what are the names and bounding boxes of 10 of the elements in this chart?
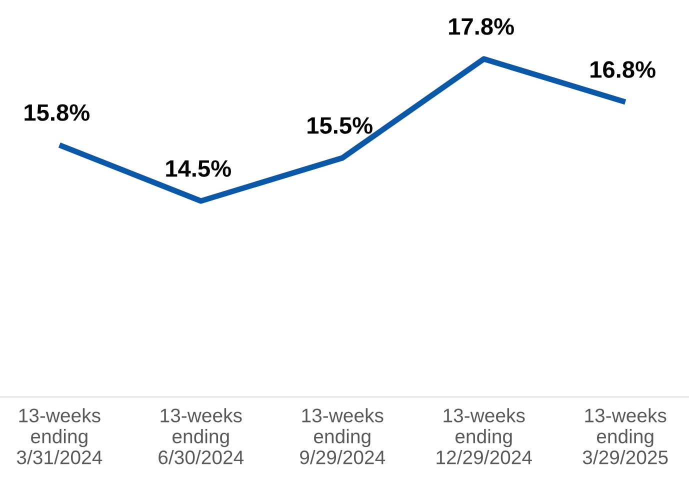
x-tick-label: 13-weeks ending 3/31/2024 <box>16 408 102 464</box>
data-label: 14.5% <box>166 160 231 177</box>
x-tick-label: 13-weeks ending 6/30/2024 <box>158 408 244 464</box>
data-label: 15.8% <box>24 104 90 121</box>
x-tick-label: 13-weeks ending 12/29/2024 <box>436 408 532 464</box>
data-label: 16.8% <box>590 61 656 78</box>
x-tick-label: 13-weeks ending 3/29/2025 <box>582 408 668 464</box>
x-tick-label: 13-weeks ending 9/29/2024 <box>300 408 386 464</box>
data-label: 17.8% <box>449 18 514 35</box>
data-label: 15.5% <box>308 117 372 134</box>
